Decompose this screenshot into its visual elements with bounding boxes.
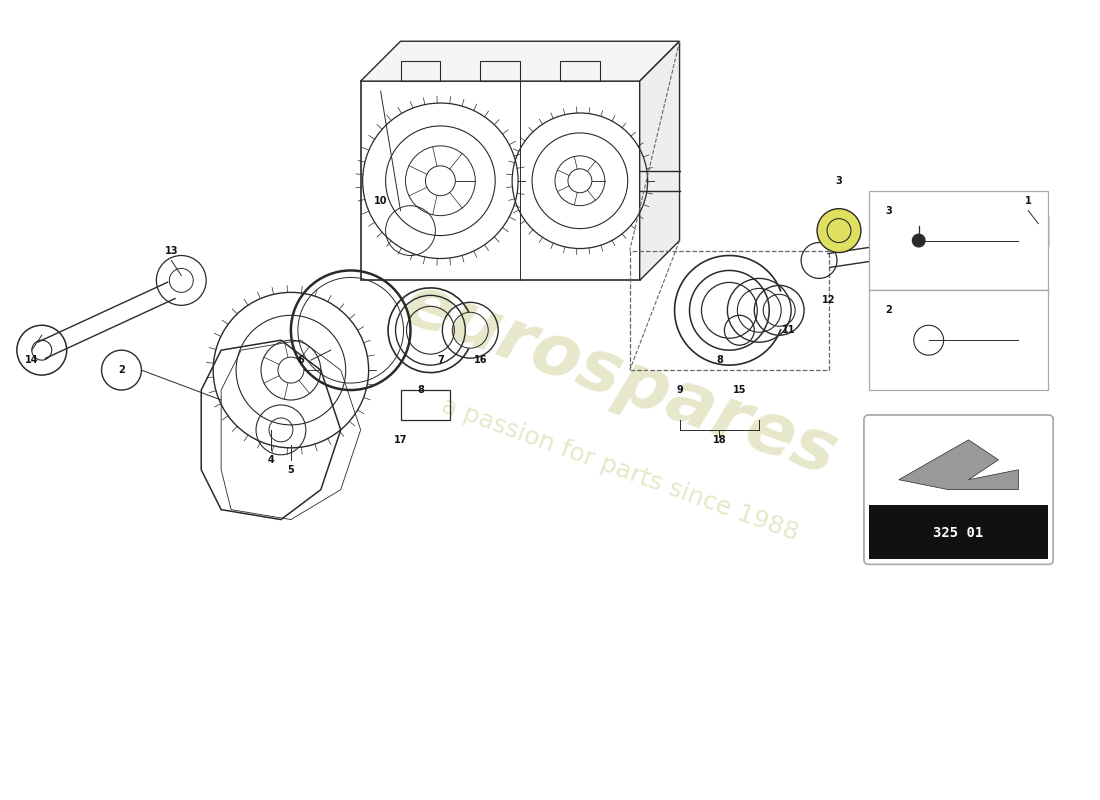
Text: 7: 7	[437, 355, 443, 365]
Bar	[400, 61, 440, 81]
Text: 9: 9	[676, 385, 683, 395]
Text: 5: 5	[287, 465, 295, 474]
Text: 325 01: 325 01	[934, 526, 983, 539]
Text: 15: 15	[733, 385, 746, 395]
Text: 2: 2	[118, 365, 125, 375]
Circle shape	[912, 234, 926, 247]
Text: 3: 3	[836, 176, 843, 186]
Text: 6: 6	[297, 355, 305, 365]
Text: 3: 3	[886, 206, 892, 216]
Polygon shape	[640, 42, 680, 281]
Bar	[629, 250, 829, 370]
Text: 1: 1	[1025, 196, 1032, 206]
Text: 12: 12	[823, 295, 836, 306]
FancyBboxPatch shape	[864, 415, 1053, 565]
Text: a passion for parts since 1988: a passion for parts since 1988	[438, 394, 802, 546]
Polygon shape	[361, 42, 680, 81]
Bar	[481, 61, 520, 81]
Text: 4: 4	[267, 454, 274, 465]
Text: 13: 13	[165, 246, 178, 255]
Bar	[361, 81, 640, 281]
Text: 10: 10	[374, 196, 387, 206]
Bar	[869, 505, 1048, 559]
Text: eurospares: eurospares	[394, 270, 846, 490]
Polygon shape	[899, 440, 1019, 490]
Text: 8: 8	[716, 355, 723, 365]
Text: 17: 17	[394, 435, 407, 445]
Text: 16: 16	[473, 355, 487, 365]
Bar	[869, 290, 1048, 390]
Circle shape	[817, 209, 861, 253]
Bar	[560, 61, 600, 81]
Bar	[869, 190, 1048, 290]
Text: 11: 11	[782, 326, 796, 335]
Text: 18: 18	[713, 435, 726, 445]
Text: 14: 14	[25, 355, 39, 365]
Text: 8: 8	[417, 385, 424, 395]
Bar	[400, 390, 450, 420]
Text: 2: 2	[886, 306, 892, 315]
